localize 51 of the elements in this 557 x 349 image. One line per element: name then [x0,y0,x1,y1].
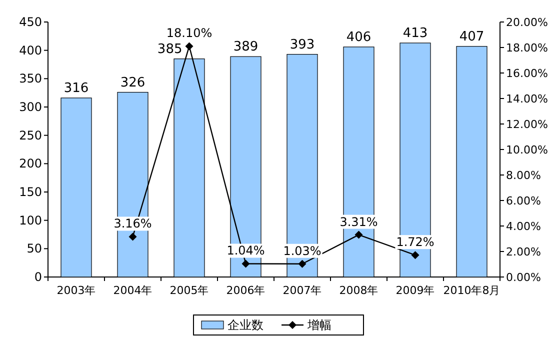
x-tick-label: 2007年 [282,284,322,297]
data-label: 18.10% [166,26,212,40]
y2-tick-label: 0.00% [506,271,541,284]
y2-tick-label: 4.00% [506,220,541,233]
y-tick-label: 0 [34,270,42,284]
data-label: 3.31% [340,214,378,229]
x-tick-label: 2009年 [396,284,435,297]
y-tick-label: 300 [19,100,42,114]
point [411,251,420,260]
point [128,232,137,241]
x-tick-label: 2006年 [226,284,266,297]
y-tick-label: 450 [19,15,42,29]
x-tick-label: 2004年 [113,284,152,297]
data-label: 393 [290,37,315,52]
x-tick-label: 2003年 [56,284,96,297]
y-tick-label: 100 [19,213,42,228]
point [354,230,363,239]
point [242,260,250,268]
data-label: 326 [120,75,146,90]
y2-tick-label: 18.00% [506,42,548,54]
y-tick-label: 50 [26,242,42,256]
y2-tick-label: 2.00% [506,246,541,258]
data-label: 316 [64,80,89,96]
y-tick-label: 200 [19,156,42,171]
data-label: 1.03% [283,244,322,258]
data-label: 407 [459,29,484,44]
y2-tick-label: 16.00% [506,67,548,80]
data-label: 1.72% [396,235,434,250]
data-label: 1.04% [226,244,265,258]
y-tick-label: 400 [19,43,42,58]
x-tick-label: 2008年 [339,284,378,297]
y2-tick-label: 12.00% [506,118,548,131]
data-label: 406 [346,30,372,45]
x-tick-label: 2010年8月 [443,284,500,297]
x-tick-label: 2005年 [170,284,209,297]
point [298,260,306,268]
data-label: 413 [402,26,428,41]
data-label: 3.16% [114,216,152,231]
y-tick-label: 250 [19,128,42,142]
data-label: 385 [157,42,182,57]
y2-tick-label: 6.00% [506,194,541,208]
y-tick-label: 150 [19,185,42,199]
y2-tick-label: 8.00% [506,169,541,182]
y2-tick-label: 14.00% [506,92,548,106]
legend-label: 企业数 [228,318,264,332]
legend-label: 增幅 [306,318,332,332]
y2-tick-label: 20.00% [506,16,548,29]
data-label: 389 [233,40,258,55]
y-tick-label: 350 [19,72,42,86]
y2-tick-label: 10.00% [506,144,548,156]
point [185,42,194,50]
